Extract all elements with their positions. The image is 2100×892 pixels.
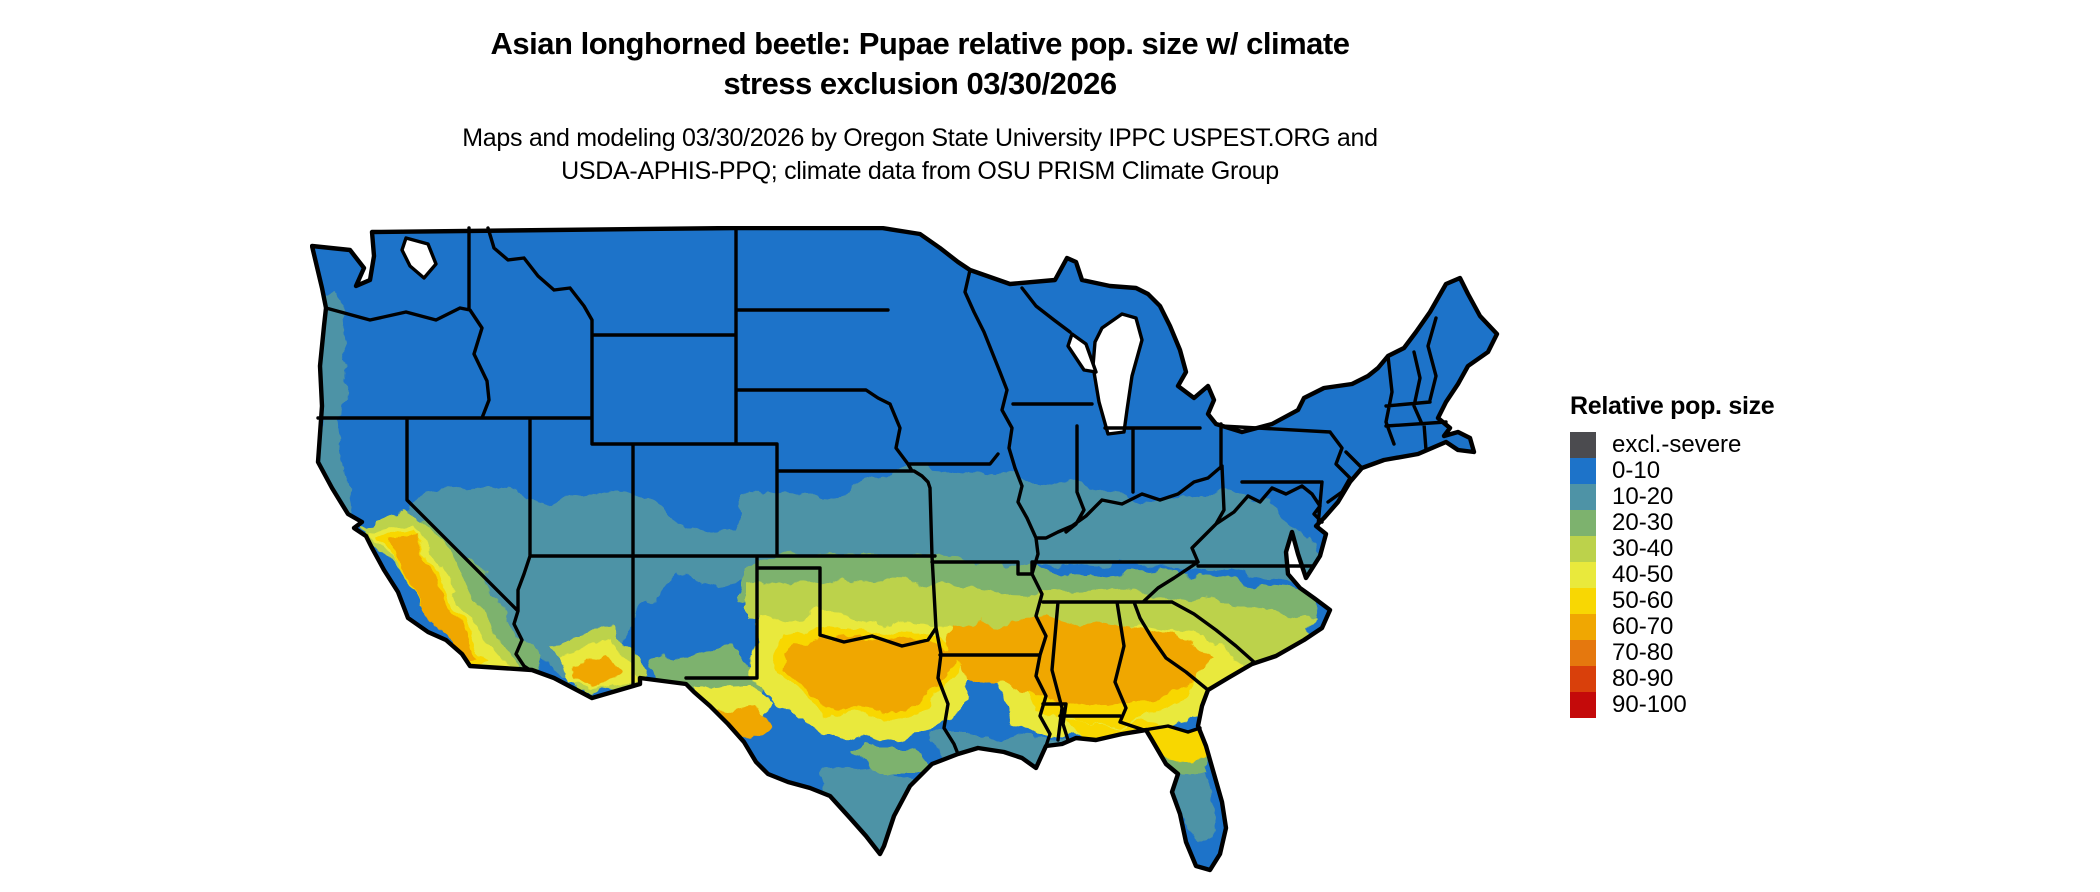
us-climate-map [309,225,1500,876]
legend-label: 40-50 [1612,561,1674,588]
us-outline [309,225,1500,873]
legend-item: 70-80 [1570,640,1810,666]
legend-swatch-50-60 [1570,588,1596,614]
legend-swatch-10-20 [1570,484,1596,510]
legend-swatch-80-90 [1570,666,1596,692]
legend-item: 60-70 [1570,614,1810,640]
legend-swatch-70-80 [1570,640,1596,666]
subtitle-line-2: USDA-APHIS-PPQ; climate data from OSU PR… [561,157,1279,185]
legend-item: 0-10 [1570,458,1810,484]
band-60-70-central-valley [388,534,482,662]
band-10-20-florida [1166,768,1218,844]
legend: Relative pop. size excl.-severe 0-10 10-… [1570,392,1810,718]
legend-item: 50-60 [1570,588,1810,614]
legend-swatch-40-50 [1570,562,1596,588]
legend-swatch-30-40 [1570,536,1596,562]
us-map-svg [309,225,1500,873]
legend-swatch-excl-severe [1570,432,1596,458]
great-lakes [400,236,1144,436]
band-20-30-texas-coast [848,748,928,774]
legend-swatch-60-70 [1570,614,1596,640]
legend-label: 70-80 [1612,639,1674,666]
legend-label: 0-10 [1612,457,1661,484]
legend-title: Relative pop. size [1570,392,1775,420]
legend-label: excl.-severe [1612,431,1742,458]
legend-item: 40-50 [1570,562,1810,588]
legend-item: 20-30 [1570,510,1810,536]
legend-item: 80-90 [1570,666,1810,692]
green-bay [1066,332,1098,374]
legend-label: 60-70 [1612,613,1674,640]
map-raster-layers [312,228,1497,870]
legend-label: 30-40 [1612,535,1674,562]
title-line-1: Asian longhorned beetle: Pupae relative … [490,26,1350,61]
legend-label: 10-20 [1612,483,1674,510]
legend-item: 90-100 [1570,692,1810,718]
figure-title: Asian longhorned beetle: Pupae relative … [40,24,1800,104]
title-line-2: stress exclusion 03/30/2026 [723,66,1117,101]
legend-label: 90-100 [1612,691,1687,718]
subtitle-line-1: Maps and modeling 03/30/2026 by Oregon S… [462,124,1378,152]
band-60-70-southeast-core [946,618,1210,704]
legend-item: 30-40 [1570,536,1810,562]
state-borders [316,226,1448,756]
legend-label: 20-30 [1612,509,1674,536]
legend-swatch-20-30 [1570,510,1596,536]
puget-sound [400,236,438,280]
band-60-70-texas-core [786,636,958,712]
legend-swatch-90-100 [1570,692,1596,718]
figure-subtitle: Maps and modeling 03/30/2026 by Oregon S… [40,122,1800,188]
legend-swatch-0-10 [1570,458,1596,484]
legend-item: excl.-severe [1570,432,1810,458]
band-10-20-southwest [376,486,762,692]
legend-label: 50-60 [1612,587,1674,614]
legend-item: 10-20 [1570,484,1810,510]
legend-label: 80-90 [1612,665,1674,692]
band-60-70-arizona [568,654,624,688]
